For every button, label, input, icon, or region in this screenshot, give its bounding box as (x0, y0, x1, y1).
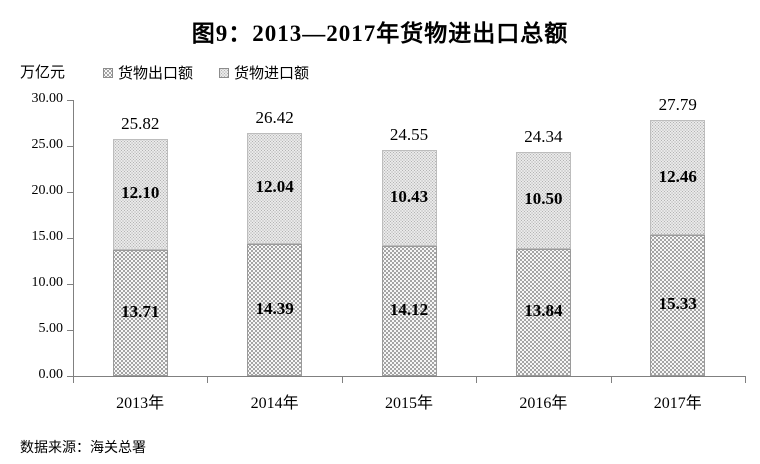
total-value-label: 24.34 (524, 127, 563, 147)
y-axis-tick-label: 15.00 (31, 229, 64, 244)
bar-segment-import (381, 150, 437, 247)
export-value-label: 15.33 (658, 294, 697, 314)
x-axis-tick (341, 377, 343, 383)
total-value-label: 24.55 (389, 125, 429, 145)
y-axis-tick (67, 330, 73, 331)
x-axis-tick (476, 377, 478, 383)
y-axis-tick (67, 376, 73, 377)
x-axis-category-label: 2013年 (116, 395, 165, 412)
legend-label-imports: 货物进口额 (234, 65, 310, 82)
total-value-label: 27.79 (658, 95, 697, 115)
import-value-label: 12.10 (121, 183, 160, 203)
export-value-label: 14.39 (255, 298, 294, 318)
bar-segment-export (247, 243, 303, 376)
import-value-label: 12.04 (255, 177, 294, 197)
import-series-swatch-icon (219, 67, 230, 78)
y-axis-tick-label: 0.00 (38, 367, 64, 382)
x-axis-tick (73, 377, 74, 383)
y-axis-tick (67, 146, 73, 147)
chart-title: 图9：2013—2017年货物进出口总额 (191, 21, 569, 46)
bar-segment-export (515, 248, 571, 376)
x-axis-category-label: 2016年 (519, 395, 568, 412)
legend: 货物出口额 货物进口额 (103, 62, 309, 83)
bar-segment-import (247, 132, 303, 244)
export-value-label: 13.84 (524, 301, 563, 321)
x-axis-category-label: 2017年 (653, 395, 702, 412)
export-series-swatch-icon (103, 67, 113, 78)
x-axis-tick (610, 377, 612, 383)
y-axis-tick-label: 10.00 (31, 275, 64, 290)
total-value-label: 25.82 (121, 113, 160, 133)
data-source-note: 数据来源：海关总署 (20, 439, 146, 455)
bar-segment-export (112, 249, 168, 376)
y-axis-unit-label: 万亿元 (20, 64, 66, 81)
import-value-label: 12.46 (658, 166, 697, 186)
bar-segment-import (112, 138, 168, 250)
import-value-label: 10.43 (389, 187, 429, 207)
y-axis-tick (67, 100, 73, 101)
bar-segment-import (650, 120, 706, 235)
legend-item-exports: 货物出口额 (103, 62, 193, 83)
plot-area (73, 100, 746, 377)
x-axis-category-label: 2014年 (250, 395, 299, 412)
legend-item-imports: 货物进口额 (219, 62, 309, 83)
y-axis-tick (67, 192, 73, 193)
y-axis-tick-label: 20.00 (31, 183, 64, 198)
total-value-label: 26.42 (255, 107, 294, 127)
y-axis-tick-label: 25.00 (31, 137, 64, 152)
bar-segment-import (515, 152, 571, 249)
bar-segment-export (381, 246, 437, 376)
x-axis-tick (207, 377, 209, 383)
y-axis-tick-label: 5.00 (38, 321, 64, 336)
import-value-label: 10.50 (524, 189, 563, 209)
export-value-label: 13.71 (121, 301, 160, 321)
export-value-label: 14.12 (389, 300, 429, 320)
y-axis-tick-label: 30.00 (31, 91, 64, 106)
x-axis-tick (745, 377, 746, 383)
legend-label-exports: 货物出口额 (118, 65, 194, 82)
bar-segment-export (650, 234, 706, 376)
x-axis-category-label: 2015年 (384, 395, 433, 412)
y-axis-tick (67, 284, 73, 285)
y-axis-tick (67, 238, 73, 239)
